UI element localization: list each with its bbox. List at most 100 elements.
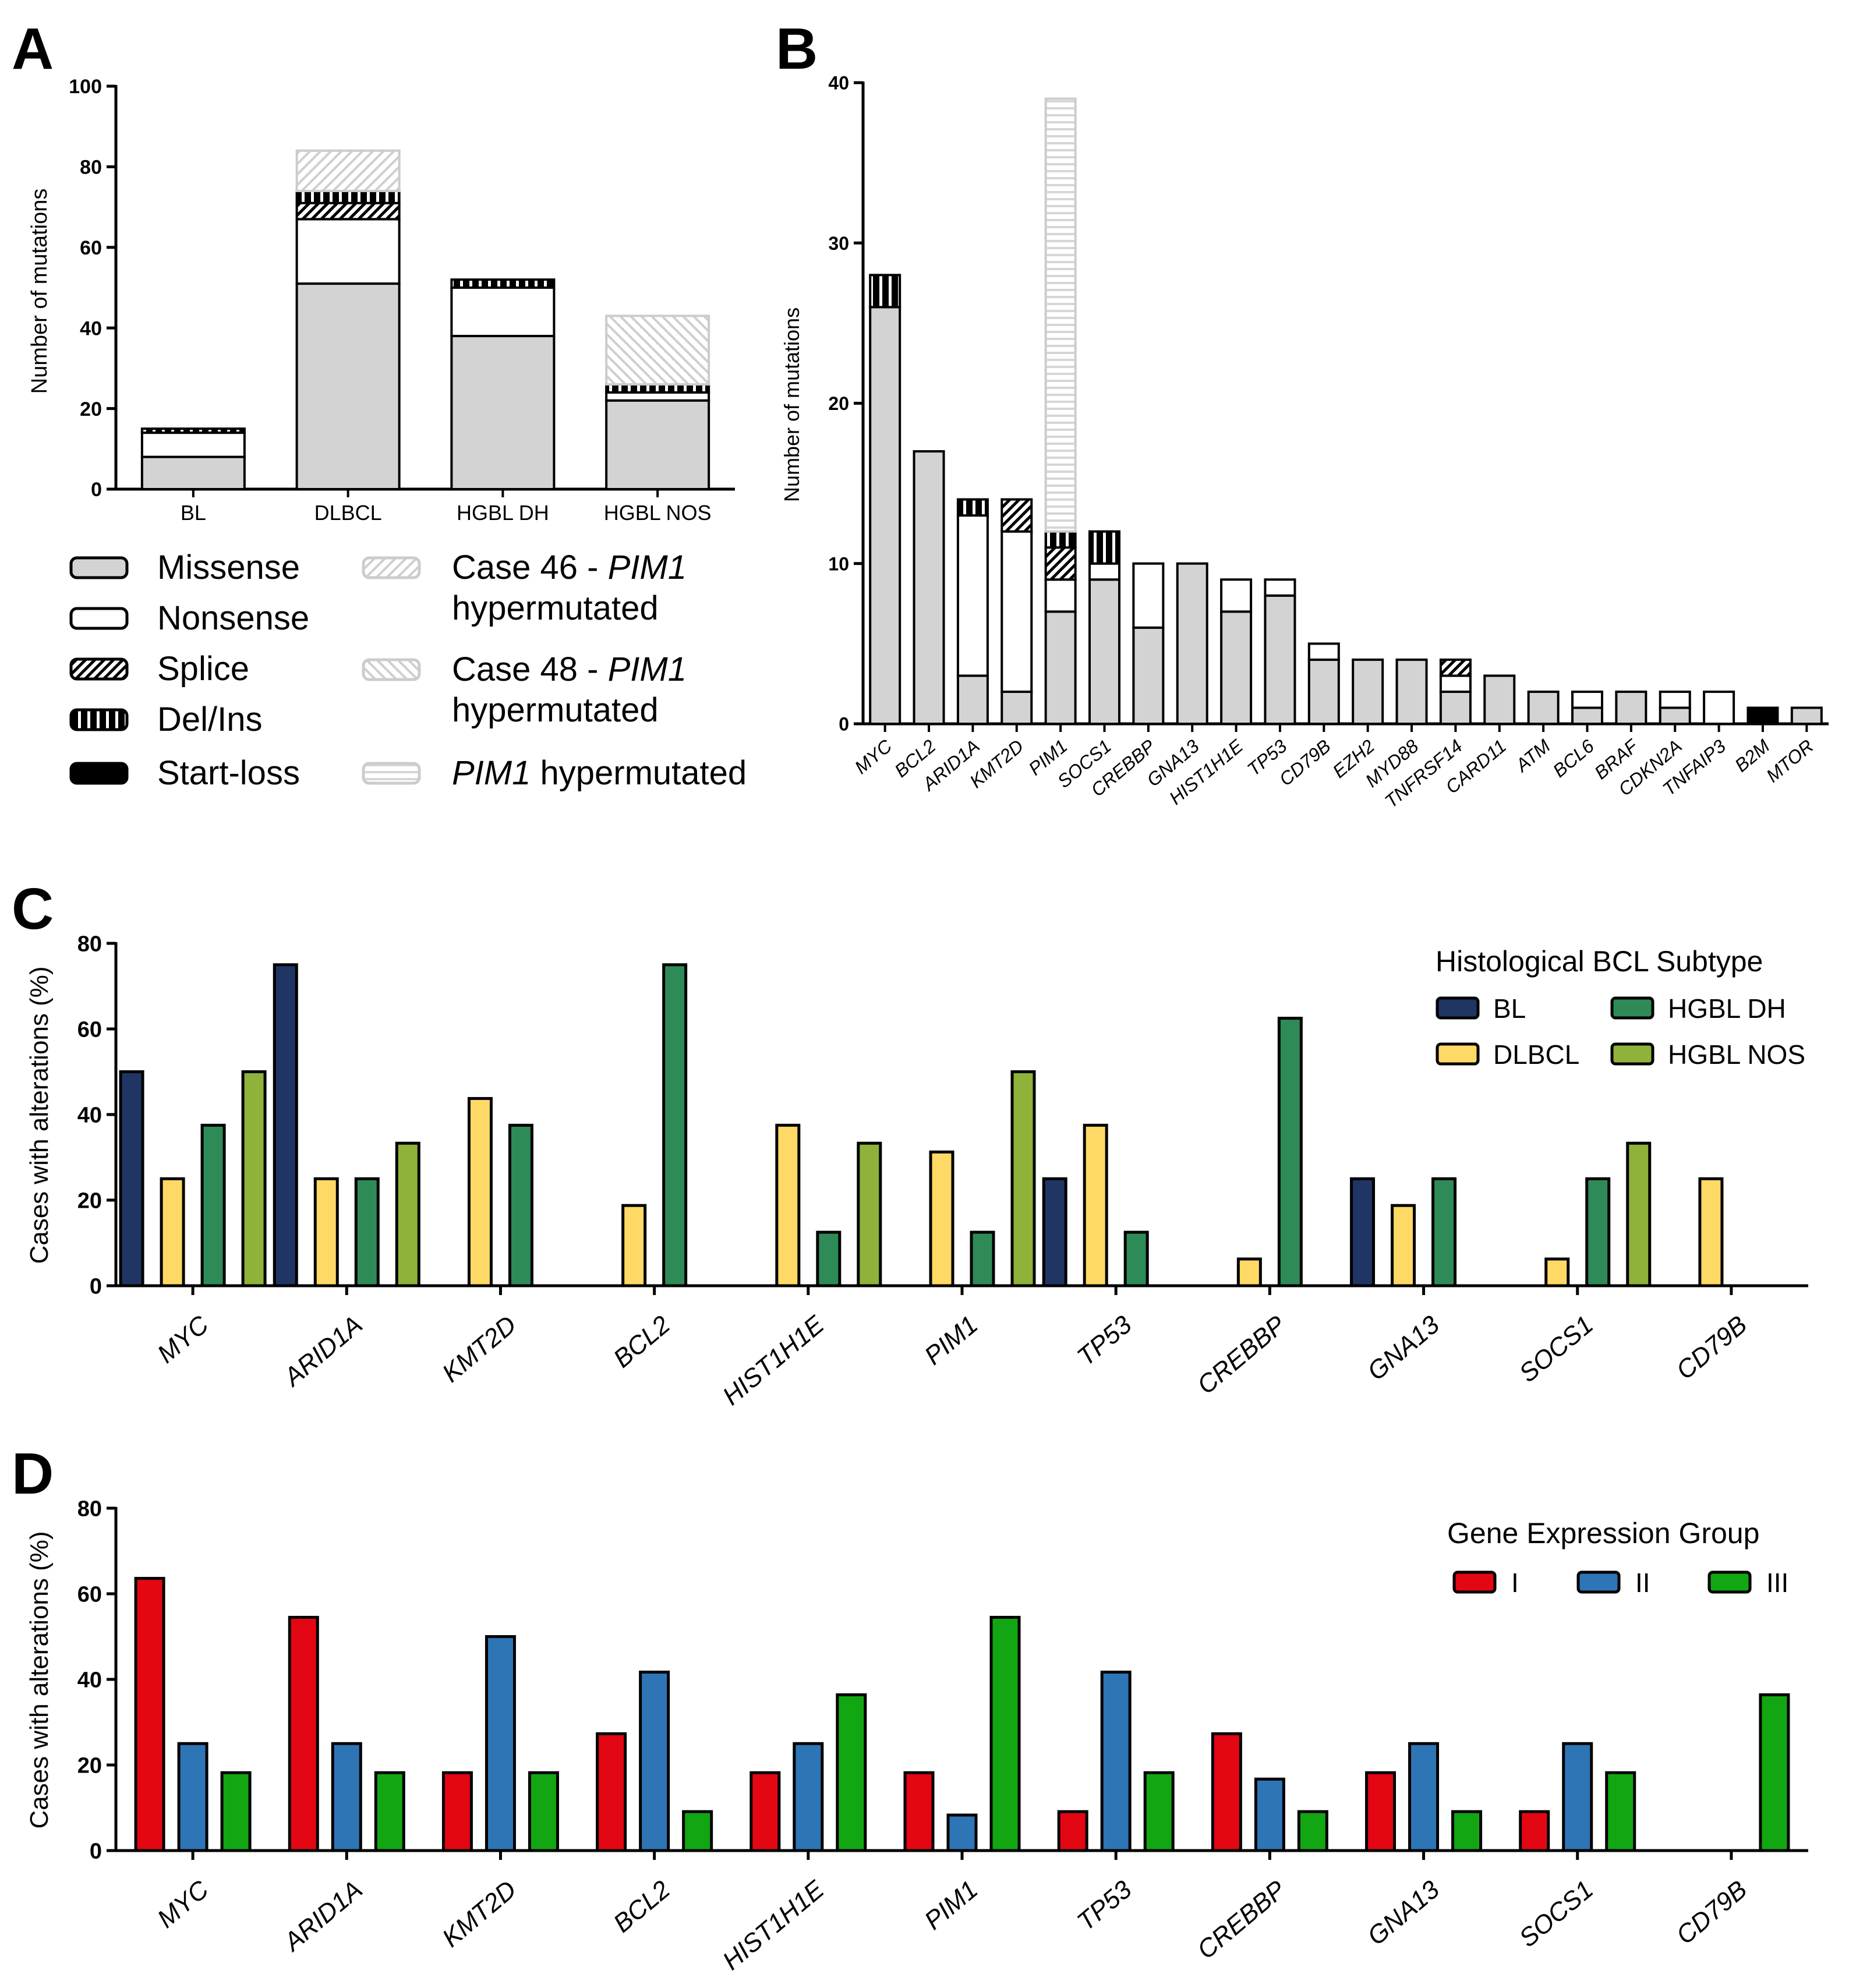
panel-c-y-label: Cases with alterations (%) xyxy=(25,966,54,1264)
panel-d-x-tick-label: GNA13 xyxy=(1362,1875,1445,1951)
panel-b-x-tick-label: MYC xyxy=(851,735,896,778)
panel-c-bar-myc-bl xyxy=(119,1070,144,1287)
legend-label-missense: Missense xyxy=(157,549,300,586)
panel-b-bar-bcl6-missense xyxy=(1571,706,1603,725)
panel-b-bar-socs1-del-ins xyxy=(1088,530,1120,565)
panel-d-bar-pim1-i xyxy=(903,1771,935,1852)
legend-label-line2: hypermutated xyxy=(452,691,659,729)
panel-d-bar-socs1-i xyxy=(1519,1810,1550,1852)
panel-b-x-tick-label: ATM xyxy=(1511,735,1554,777)
panel-b-bar-bcl6-nonsense xyxy=(1571,690,1603,709)
panel-a-mutation-chart: Number of mutations 0 20 40 60 80 100 BL DLBCL H… xyxy=(27,76,747,792)
legend-swatch-hgbl-nos xyxy=(1610,1042,1654,1066)
panel-c-bar-myc-hgbl-nos xyxy=(241,1070,267,1287)
panel-c-y-tick-label: 20 xyxy=(77,1189,102,1214)
legend-label-case46: Case 46 - PIM1 xyxy=(452,549,687,586)
panel-c-x-tick-label: MYC xyxy=(152,1310,214,1368)
panel-b-bar-tnfrsf14-missense xyxy=(1439,690,1472,725)
panel-b-bar-cd79b-nonsense xyxy=(1307,642,1340,661)
panel-c-bar-hist1h1e-hgbl-nos xyxy=(857,1141,882,1287)
legend-label-hgbl-nos: HGBL NOS xyxy=(1668,1039,1805,1070)
panel-b-bar-pim1-missense xyxy=(1044,610,1077,725)
legend-swatch-missense xyxy=(69,556,129,579)
panel-d-legend-title: Gene Expression Group xyxy=(1447,1517,1759,1550)
legend-label-pim1hyper: PIM1 hypermutated xyxy=(452,754,747,792)
panel-d-bar-tp53-iii xyxy=(1143,1771,1175,1852)
panel-a-bar-hgbl-nos-missense xyxy=(605,399,710,491)
legend-swatch-splice xyxy=(69,657,129,681)
panel-b-bar-pim1-pim1-hypermutated xyxy=(1044,97,1077,533)
legend-label-i: I xyxy=(1511,1568,1519,1598)
panel-c-bar-myc-dlbcl xyxy=(160,1177,185,1287)
panel-c-bar-socs1-dlbcl xyxy=(1544,1257,1570,1287)
panel-a-bar-bl-nonsense xyxy=(140,431,246,458)
panel-d-bar-bcl2-iii xyxy=(682,1810,713,1852)
panel-c-bar-bcl2-hgbl-dh xyxy=(662,963,688,1287)
panel-a-bar-hgbl-dh-del-ins xyxy=(450,278,556,289)
panel-d-x-tick-label: ARID1A xyxy=(277,1875,368,1958)
legend-swatch-hgbl-dh xyxy=(1610,996,1654,1020)
legend-label-line2: hypermutated xyxy=(452,589,659,627)
panel-b-bar-cd79b-missense xyxy=(1307,658,1340,726)
panel-b-bar-myd88-missense xyxy=(1395,658,1428,726)
panel-a-bar-dlbcl-missense xyxy=(295,282,401,490)
panel-b-y-tick-label: 20 xyxy=(828,393,849,414)
panel-c-x-tick-label: SOCS1 xyxy=(1514,1310,1599,1388)
panel-a-legend: Missense Nonsense Splice Del/Ins Start-loss C… xyxy=(69,549,747,792)
panel-c-bar-arid1a-hgbl-nos xyxy=(395,1141,420,1287)
panel-d-bar-tp53-ii xyxy=(1100,1671,1132,1852)
panel-d-bar-socs1-iii xyxy=(1605,1771,1636,1852)
panel-c-bar-kmt2d-dlbcl xyxy=(467,1096,493,1287)
panel-b-bar-b2m-start-loss xyxy=(1747,706,1779,725)
panel-b-bar-myc-del-ins xyxy=(869,274,901,309)
legend-label-nonsense: Nonsense xyxy=(157,599,309,637)
panel-d-bar-cd79b-iii xyxy=(1759,1693,1790,1852)
panel-b-x-tick-label: BCL6 xyxy=(1549,735,1599,781)
panel-b-bar-mtor-missense xyxy=(1790,706,1823,725)
panel-b-bar-arid1a-nonsense xyxy=(956,514,989,677)
legend-label-gene: PIM1 xyxy=(608,549,687,586)
panel-d-bar-socs1-ii xyxy=(1562,1742,1593,1852)
panel-a-bar-dlbcl-case-46-pim1-hypermutated xyxy=(295,149,401,192)
panel-a-bar-hgbl-nos-del-ins xyxy=(605,383,710,394)
panel-c-x-tick-label: TP53 xyxy=(1072,1310,1137,1371)
panel-c-bar-crebbp-dlbcl xyxy=(1236,1257,1262,1287)
panel-d-bar-pim1-iii xyxy=(989,1615,1021,1852)
legend-swatch-ii xyxy=(1576,1570,1621,1594)
panel-c-bar-gna13-bl xyxy=(1350,1177,1376,1287)
panel-d-x-tick-label: CD79B xyxy=(1671,1875,1752,1950)
panel-b-bar-tp53-missense xyxy=(1264,594,1296,725)
panel-d-bar-crebbp-iii xyxy=(1297,1810,1328,1852)
panel-d-x-tick-label: TP53 xyxy=(1072,1875,1137,1936)
panel-b-bar-bcl2-missense xyxy=(913,450,945,725)
panel-c-x-tick-label: CREBBP xyxy=(1192,1310,1292,1400)
panel-c-bar-gna13-dlbcl xyxy=(1391,1204,1416,1287)
panel-a-bar-hgbl-dh-nonsense xyxy=(450,286,556,338)
panel-a-y-tick-label: 40 xyxy=(80,317,102,339)
panel-c-bar-kmt2d-hgbl-dh xyxy=(508,1123,533,1287)
panel-c-bar-cd79b-dlbcl xyxy=(1698,1177,1724,1287)
panel-d-bar-kmt2d-iii xyxy=(528,1771,559,1852)
panel-a-y-tick-label: 0 xyxy=(91,479,102,501)
panel-b-bar-kmt2d-nonsense xyxy=(1000,530,1033,693)
legend-label-hgbl-dh: HGBL DH xyxy=(1668,993,1786,1024)
legend-label-case48: Case 48 - PIM1 xyxy=(452,650,687,688)
panel-c-bar-pim1-dlbcl xyxy=(929,1150,954,1287)
panel-a-bar-hgbl-nos-nonsense xyxy=(605,391,710,402)
panel-a-x-tick-label: HGBL DH xyxy=(457,501,549,525)
panel-a-bar-hgbl-dh-missense xyxy=(450,335,556,490)
panel-b-bar-cdkn2a-nonsense xyxy=(1659,690,1691,709)
legend-label-gene: PIM1 xyxy=(608,650,687,688)
panel-d-bar-pim1-ii xyxy=(946,1813,978,1852)
panel-c-bar-socs1-hgbl-nos xyxy=(1626,1141,1652,1287)
panel-c-y-tick-label: 0 xyxy=(90,1275,102,1299)
panel-b-bar-pim1-del-ins xyxy=(1044,530,1077,549)
panel-b-bar-myc-missense xyxy=(869,306,901,725)
panel-a-x-tick-label: HGBL NOS xyxy=(604,501,712,525)
panel-a-y-tick-label: 60 xyxy=(80,237,102,259)
panel-d-x-tick-label: HIST1H1E xyxy=(717,1875,830,1976)
panel-b-bar-socs1-missense xyxy=(1088,578,1120,726)
panel-d-y-tick-label: 80 xyxy=(77,1497,102,1522)
panel-d-bar-myc-ii xyxy=(177,1742,208,1852)
